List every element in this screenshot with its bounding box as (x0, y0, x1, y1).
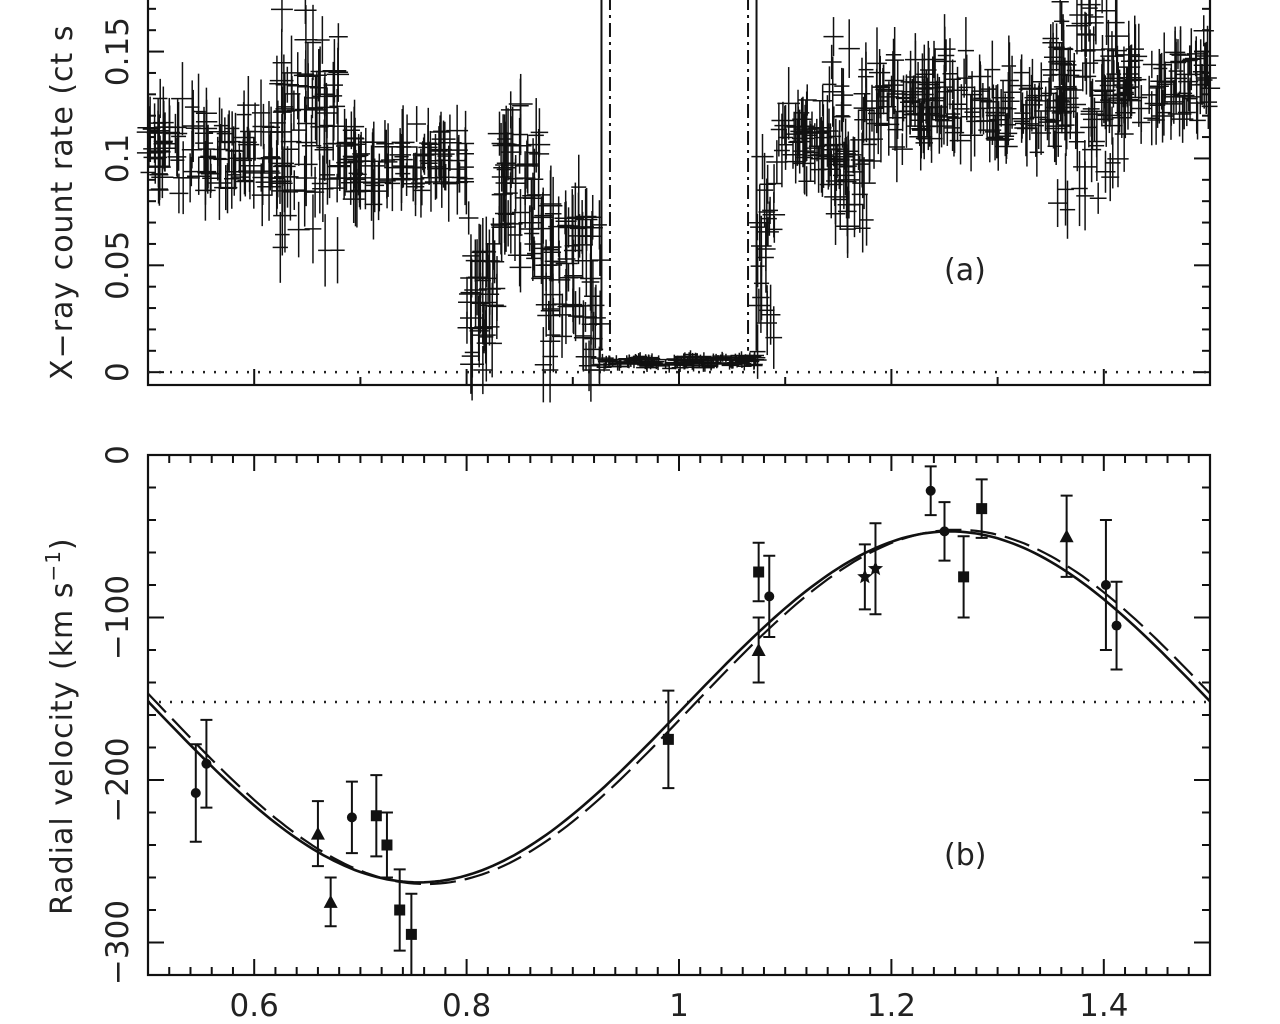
panel-a-y-tick-label: 0 (100, 362, 136, 382)
rv-marker-triangle (323, 894, 338, 908)
rv-point-circle (189, 743, 202, 843)
panel-b-ticks (147, 454, 1211, 976)
panel-b-x-tick-label: 0.6 (230, 988, 279, 1024)
panel-b-y-tick-label: −200 (100, 737, 136, 822)
rv-point-square (662, 689, 675, 790)
rv-marker-square (370, 810, 382, 822)
rv-point-circle (200, 718, 213, 809)
rv-marker-triangle (310, 826, 325, 840)
panel-b-y-axis-label: Radial velocity (km s−1) (41, 537, 80, 915)
panel-b-y-tick-label: −100 (100, 575, 136, 660)
panel-b-x-tick-label: 1.2 (867, 988, 916, 1024)
rv-marker-square (381, 839, 393, 851)
rv-marker-square (958, 571, 970, 583)
rv-marker-circle (925, 485, 936, 496)
rv-point-square (975, 478, 988, 539)
panel-b-fit-dashed-curve (147, 528, 1211, 886)
panel-b-x-tick-labels: 0.6 0.8 1 1.2 1.4 (230, 988, 1129, 1024)
rv-marker-square (662, 733, 674, 745)
rv-point-circle (938, 501, 951, 562)
panel-a-xray-light-curve: 0 0.05 0.1 0.15 X−ray count rate (ct s (a) (45, 0, 1221, 403)
rv-point-square (752, 541, 765, 603)
rv-marker-circle (764, 591, 775, 602)
panel-a-y-axis-label: X−ray count rate (ct s (45, 25, 80, 380)
rv-point-circle (924, 465, 937, 517)
rv-point-square (370, 774, 383, 858)
rv-marker-square (976, 503, 988, 515)
rv-marker-circle (939, 526, 950, 537)
panel-b-radial-velocity: 0 −100 −200 −300 0.6 0.8 1 1.2 1.4 Radial veloc… (41, 445, 1212, 1024)
panel-b-y-tick-labels: 0 −100 −200 −300 (100, 445, 136, 985)
panel-a-data-points (136, 0, 1221, 403)
rv-marker-circle (1100, 580, 1111, 590)
panel-a-y-tick-labels: 0 0.05 0.1 0.15 (100, 17, 136, 382)
rv-marker-circle (1111, 620, 1122, 631)
panel-a-annotation: (a) (944, 253, 986, 288)
rv-point-square (405, 892, 418, 976)
rv-marker-circle (201, 758, 212, 769)
panel-b-x-tick-label: 0.8 (442, 988, 491, 1024)
rv-point-triangle (751, 616, 766, 684)
panel-b-y-tick-label: −300 (100, 900, 136, 985)
rv-point-square (393, 868, 406, 952)
rv-point-star (857, 543, 873, 611)
panel-b-x-tick-label: 1 (669, 988, 689, 1024)
rv-marker-star (857, 568, 873, 584)
panel-b-fit-solid-curve (147, 530, 1211, 884)
rv-point-circle (345, 780, 358, 855)
rv-marker-circle (346, 812, 357, 823)
panel-a-y-tick-label: 0.05 (100, 231, 136, 300)
panel-b-annotation: (b) (944, 838, 986, 873)
panel-a-y-tick-label: 0.1 (100, 134, 136, 183)
rv-point-circle (1110, 580, 1123, 671)
panel-b-x-tick-label: 1.4 (1079, 988, 1128, 1024)
rv-point-triangle (323, 876, 338, 928)
rv-point-square (957, 535, 970, 619)
rv-marker-triangle (751, 643, 766, 656)
rv-point-triangle (310, 800, 325, 868)
panel-b-frame (146, 453, 1212, 977)
panel-b-y-axis-label-exponent: −1 (41, 550, 65, 581)
rv-point-circle (763, 554, 776, 638)
rv-marker-triangle (1059, 529, 1074, 543)
panel-b-data-points (189, 465, 1123, 976)
rv-point-circle (1099, 519, 1112, 651)
panel-a-y-tick-label: 0.15 (100, 17, 136, 86)
panel-b-y-tick-label: 0 (100, 445, 136, 465)
rv-marker-square (753, 566, 765, 578)
panel-a-eclipse-markers (600, 0, 758, 351)
panel-a-ticks (147, 7, 1211, 385)
rv-marker-circle (190, 788, 201, 798)
rv-marker-star (867, 560, 884, 576)
rv-point-triangle (1059, 494, 1074, 578)
rv-marker-square (394, 904, 406, 916)
rv-marker-square (405, 928, 417, 940)
rv-point-star (867, 522, 884, 616)
rv-point-square (380, 811, 393, 879)
